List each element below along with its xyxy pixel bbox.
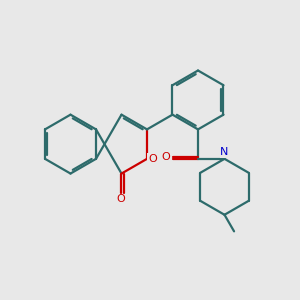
Text: O: O [161, 152, 170, 162]
Text: N: N [220, 147, 229, 158]
Text: O: O [116, 194, 125, 204]
Text: O: O [148, 154, 157, 164]
